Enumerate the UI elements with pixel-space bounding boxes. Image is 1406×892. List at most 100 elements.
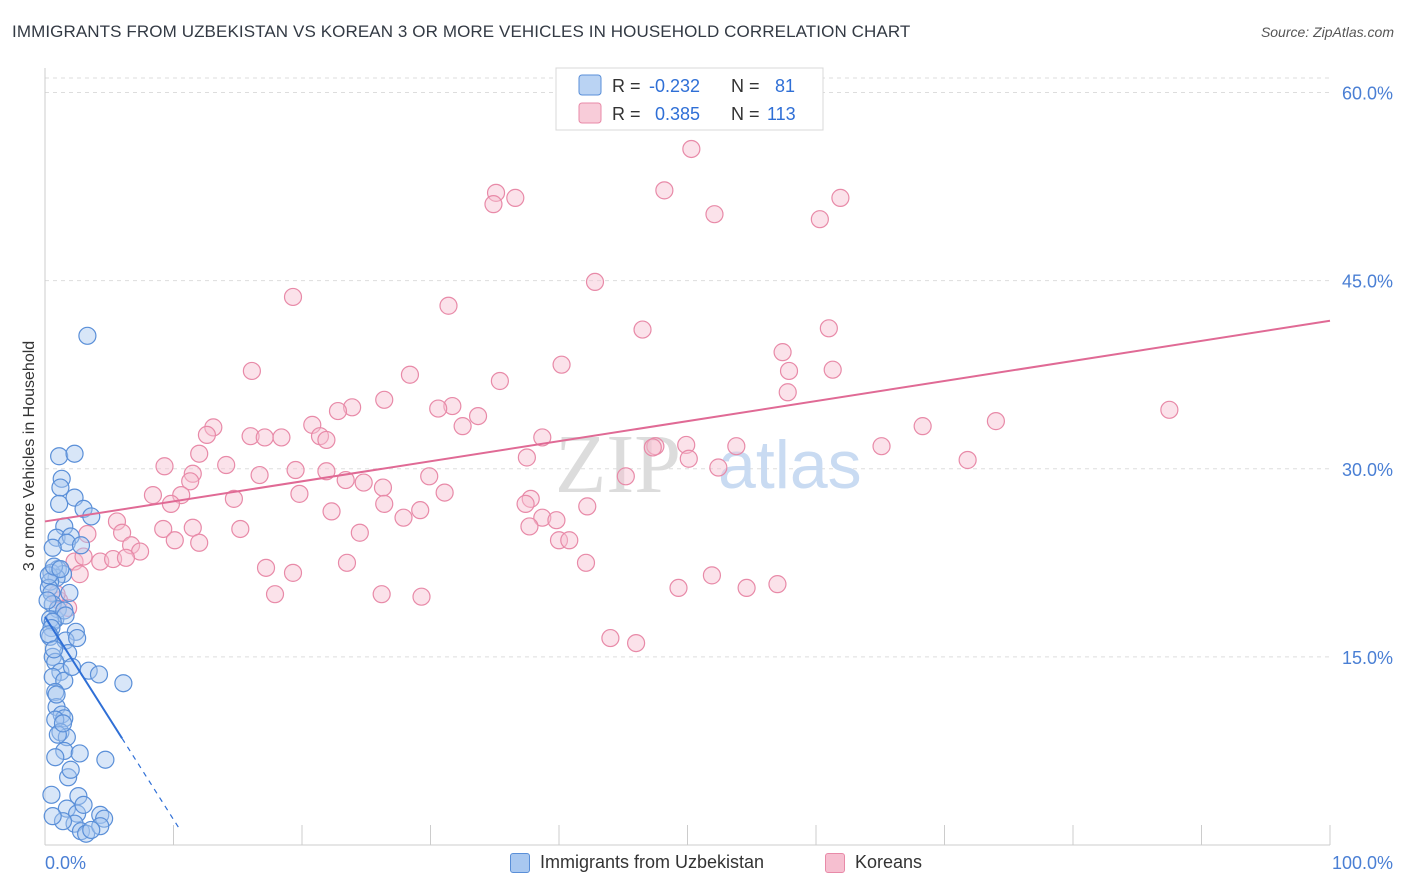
uzbekistan-point bbox=[43, 647, 62, 666]
uzbekistan-point bbox=[51, 478, 70, 497]
korean-point bbox=[265, 585, 285, 604]
korean-point bbox=[256, 558, 276, 577]
korean-point bbox=[576, 553, 596, 572]
korean-point bbox=[958, 450, 977, 470]
legend-label: Immigrants from Uzbekistan bbox=[540, 852, 765, 872]
korean-point bbox=[468, 406, 488, 426]
korean-point bbox=[375, 390, 394, 409]
korean-point bbox=[484, 195, 503, 214]
uzbekistan-point bbox=[61, 760, 80, 779]
korean-point bbox=[913, 417, 932, 436]
korean-point bbox=[727, 437, 746, 456]
korean-point bbox=[112, 523, 132, 542]
watermark-zip: ZIP bbox=[555, 418, 681, 511]
korean-point bbox=[521, 489, 540, 508]
korean-point bbox=[520, 517, 539, 536]
korean-point bbox=[328, 401, 348, 421]
legend-r-label: R = bbox=[612, 76, 641, 96]
korean-point bbox=[241, 427, 260, 446]
korean-point bbox=[161, 494, 181, 513]
legend-item-uzbekistan: Immigrants from Uzbekistan bbox=[510, 852, 764, 873]
korean-point bbox=[768, 575, 787, 594]
korean-point bbox=[533, 428, 552, 447]
watermark: ZIP atlas bbox=[555, 418, 862, 511]
source-label: Source: ZipAtlas.com bbox=[1260, 24, 1394, 40]
uzbekistan-point bbox=[50, 494, 69, 513]
korean-point bbox=[224, 489, 243, 508]
korean-point bbox=[143, 486, 163, 505]
uzbekistan-point bbox=[71, 536, 91, 555]
uzbekistan-trend-extension bbox=[121, 738, 181, 830]
uzbekistan-point bbox=[65, 814, 84, 833]
korean-point bbox=[343, 398, 362, 417]
korean-point bbox=[165, 531, 184, 550]
korean-point bbox=[354, 473, 373, 492]
korean-point bbox=[286, 460, 305, 480]
korean-point bbox=[231, 519, 250, 539]
uzbekistan-point bbox=[51, 559, 70, 579]
korean-point bbox=[585, 272, 605, 292]
korean-point bbox=[506, 188, 525, 207]
korean-point bbox=[626, 633, 646, 653]
grid-lines bbox=[45, 77, 1330, 658]
korean-point bbox=[317, 462, 336, 481]
korean-point bbox=[429, 399, 448, 418]
legend-n-label: N = bbox=[731, 76, 760, 96]
korean-point bbox=[516, 494, 535, 513]
uzbekistan-point bbox=[39, 566, 58, 585]
korean-point bbox=[242, 361, 261, 381]
legend-n-value: 113 bbox=[767, 104, 796, 124]
y-tick-label: 30.0% bbox=[1342, 460, 1393, 480]
chart-title: IMMIGRANTS FROM UZBEKISTAN VS KOREAN 3 O… bbox=[12, 22, 911, 41]
korean-point bbox=[250, 465, 269, 485]
uzbekistan-point bbox=[91, 817, 110, 836]
x-tick-label: 100.0% bbox=[1332, 853, 1393, 873]
korean-point bbox=[872, 437, 891, 456]
uzbekistan-point bbox=[39, 625, 58, 644]
korean-point bbox=[70, 565, 89, 584]
korean-point bbox=[643, 438, 662, 457]
korean-point bbox=[633, 320, 652, 339]
korean-point bbox=[533, 508, 552, 527]
uzbekistan-point bbox=[96, 750, 115, 769]
uzbekistan-points bbox=[38, 326, 133, 843]
korean-point bbox=[155, 457, 174, 476]
korean-point bbox=[737, 578, 756, 598]
korean-point bbox=[107, 512, 127, 531]
korean-point bbox=[183, 518, 202, 537]
trend-lines bbox=[44, 319, 1331, 830]
korean-point bbox=[549, 531, 569, 550]
korean-trend-line bbox=[44, 319, 1331, 523]
korean-point bbox=[317, 430, 336, 450]
legend-n-value: 81 bbox=[775, 76, 795, 96]
legend-r-label: R = bbox=[612, 104, 641, 124]
korean-point bbox=[272, 428, 291, 447]
korean-point bbox=[197, 425, 217, 445]
uzbekistan-point bbox=[57, 533, 76, 552]
korean-point bbox=[400, 365, 420, 384]
legend-swatch-pink bbox=[825, 852, 845, 873]
korean-point bbox=[1160, 400, 1179, 419]
uzbekistan-point bbox=[74, 499, 93, 519]
uzbekistan-point bbox=[43, 538, 62, 557]
korean-point bbox=[578, 497, 597, 516]
korean-point bbox=[190, 444, 209, 463]
uzbekistan-point bbox=[48, 725, 67, 744]
korean-point bbox=[411, 501, 430, 520]
uzbekistan-point bbox=[53, 714, 73, 733]
legend-swatch-blue bbox=[510, 852, 530, 873]
koreans-points bbox=[47, 139, 1179, 653]
korean-point bbox=[560, 531, 579, 550]
uzbekistan-point bbox=[38, 591, 57, 610]
korean-point bbox=[154, 519, 173, 539]
legend-r-value: 0.385 bbox=[655, 104, 700, 124]
uzbekistan-point bbox=[78, 326, 97, 345]
legend-series: Immigrants from Uzbekistan Koreans bbox=[0, 852, 1406, 878]
uzbekistan-point bbox=[82, 820, 101, 840]
uzbekistan-point bbox=[114, 674, 133, 693]
korean-point bbox=[181, 472, 200, 491]
korean-point bbox=[420, 467, 439, 486]
korean-point bbox=[283, 563, 303, 582]
korean-point bbox=[679, 449, 698, 468]
korean-point bbox=[601, 628, 620, 648]
